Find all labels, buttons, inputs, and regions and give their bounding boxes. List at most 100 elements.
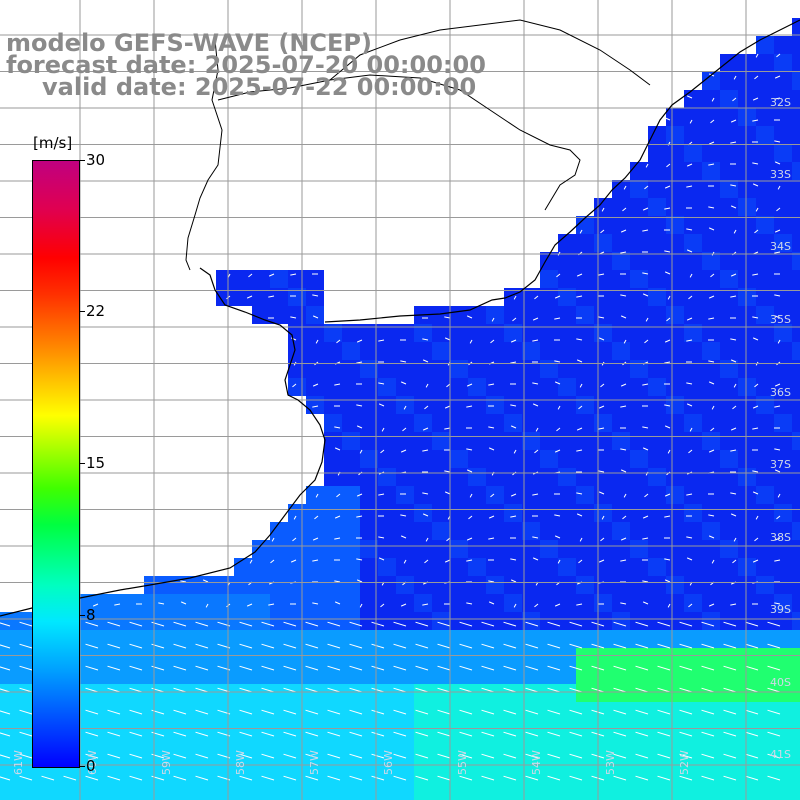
wind-vector (745, 621, 759, 627)
wind-vector (708, 535, 715, 539)
wind-speed-cell (126, 702, 144, 720)
wind-speed-cell (792, 630, 800, 648)
wind-speed-cell (540, 288, 558, 306)
wind-vector (415, 731, 429, 737)
wind-vector (239, 665, 253, 671)
wind-speed-cell (792, 180, 800, 198)
wind-speed-cell (324, 414, 342, 432)
wind-speed-cell (252, 558, 270, 576)
wind-vector (510, 425, 517, 429)
wind-speed-cell (450, 306, 468, 324)
wind-speed-cell (720, 630, 738, 648)
wind-speed-cell (522, 504, 540, 522)
wind-speed-cell (0, 792, 18, 800)
wind-speed-cell (756, 288, 774, 306)
wind-speed-cell (468, 522, 486, 540)
wind-speed-cell (144, 792, 162, 800)
wind-speed-cell (468, 396, 486, 414)
wind-vector (569, 643, 583, 649)
wind-speed-cell (522, 342, 540, 360)
wind-speed-cell (558, 666, 576, 684)
wind-speed-cell (486, 396, 504, 414)
wind-vector (283, 753, 297, 759)
wind-vector (767, 665, 781, 671)
wind-speed-cell (702, 126, 720, 144)
wind-vector (0, 622, 11, 627)
wind-speed-cell (774, 738, 792, 756)
wind-speed-cell (666, 468, 684, 486)
wind-vector (730, 359, 737, 363)
wind-speed-cell (504, 450, 522, 468)
wind-speed-cell (774, 792, 792, 800)
wind-speed-cell (378, 684, 396, 702)
wind-speed-cell (792, 702, 800, 720)
wind-speed-cell (90, 648, 108, 666)
wind-vector (688, 449, 693, 454)
wind-vector (613, 643, 627, 649)
wind-speed-cell (432, 342, 450, 360)
wind-vector (532, 339, 539, 342)
wind-speed-cell (702, 666, 720, 684)
wind-vector (107, 643, 121, 649)
wind-vector (481, 665, 495, 671)
wind-vector (598, 470, 605, 473)
wind-speed-cell (234, 774, 252, 792)
wind-speed-cell (738, 378, 756, 396)
wind-speed-cell (414, 792, 432, 800)
wind-vector (752, 119, 759, 122)
wind-speed-cell (792, 414, 800, 432)
wind-vector (437, 731, 451, 737)
wind-speed-cell (630, 738, 648, 756)
wind-speed-cell (252, 684, 270, 702)
wind-speed-cell (774, 540, 792, 558)
wind-speed-cell (360, 324, 378, 342)
wind-speed-cell (792, 234, 800, 252)
wind-speed-cell (504, 630, 522, 648)
wind-vector (510, 339, 517, 343)
wind-speed-cell (774, 288, 792, 306)
wind-speed-cell (684, 666, 702, 684)
wind-speed-cell (630, 342, 648, 360)
wind-speed-cell (792, 558, 800, 576)
wind-vector (173, 687, 187, 693)
wind-vector (41, 775, 55, 781)
wind-vector (664, 493, 671, 497)
wind-vector (664, 515, 671, 518)
wind-vector (92, 603, 99, 607)
wind-vector (393, 731, 407, 737)
wind-speed-cell (468, 666, 486, 684)
wind-speed-cell (468, 360, 486, 378)
wind-vector (723, 665, 737, 671)
wind-vector (708, 163, 715, 166)
wind-speed-cell (756, 108, 774, 126)
wind-speed-cell (738, 630, 756, 648)
wind-speed-cell (324, 648, 342, 666)
wind-speed-cell (576, 432, 594, 450)
wind-speed-cell (720, 306, 738, 324)
wind-speed-cell (684, 702, 702, 720)
wind-speed-cell (522, 396, 540, 414)
wind-speed-cell (738, 144, 756, 162)
wind-vector (554, 449, 561, 453)
wind-speed-cell (306, 396, 324, 414)
wind-speed-cell (378, 414, 396, 432)
wind-vector (755, 207, 759, 212)
wind-speed-cell (54, 792, 72, 800)
wind-vector (774, 229, 781, 233)
wind-vector (239, 687, 253, 693)
wind-speed-cell (234, 630, 252, 648)
wind-speed-cell (756, 432, 774, 450)
wind-vector (642, 601, 649, 605)
wind-speed-cell (198, 666, 216, 684)
wind-speed-cell (288, 306, 306, 324)
wind-speed-cell (414, 558, 432, 576)
wind-speed-cell (360, 630, 378, 648)
wind-speed-cell (486, 558, 504, 576)
wind-speed-cell (666, 324, 684, 342)
wind-speed-cell (702, 774, 720, 792)
wind-speed-cell (288, 522, 306, 540)
wind-vector (776, 515, 781, 520)
wind-vector (752, 183, 759, 187)
wind-speed-cell (666, 306, 684, 324)
wind-vector (312, 294, 319, 297)
